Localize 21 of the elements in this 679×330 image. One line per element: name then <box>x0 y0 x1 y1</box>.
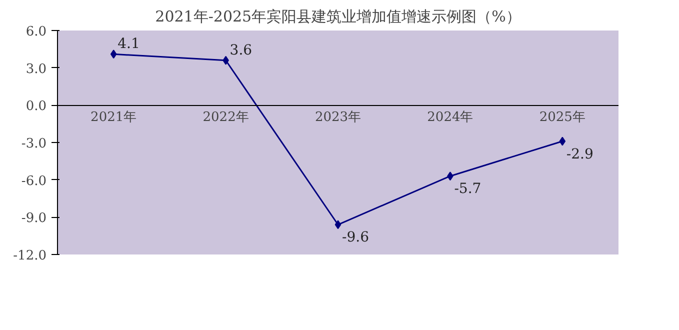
x-tick-label: 2023年 <box>314 110 362 126</box>
x-tick-label: 2022年 <box>202 110 249 126</box>
chart-title: 2021年-2025年宾阳县建筑业增加值增速示例图（%） <box>155 8 521 26</box>
data-label: -2.9 <box>566 146 594 162</box>
y-tick-label: 6.0 <box>26 24 47 40</box>
y-tick-label: -6.0 <box>21 174 47 189</box>
y-tick-label: -12.0 <box>13 248 47 264</box>
y-tick-label: 0.0 <box>26 99 47 114</box>
x-tick-label: 2021年 <box>90 110 137 126</box>
data-label: 3.6 <box>230 42 252 58</box>
point <box>110 50 117 59</box>
data-label: 4.1 <box>118 36 140 52</box>
y-tick-label: -3.0 <box>21 136 47 152</box>
point <box>334 220 342 230</box>
y-tick-label: -9.0 <box>21 211 47 226</box>
y-tick-label: 3.0 <box>26 62 47 77</box>
data-label: -9.6 <box>342 230 370 246</box>
x-tick-label: 2025年 <box>539 110 586 126</box>
data-label: -5.7 <box>454 181 482 198</box>
x-tick-label: 2024年 <box>427 110 474 126</box>
point <box>559 136 566 146</box>
